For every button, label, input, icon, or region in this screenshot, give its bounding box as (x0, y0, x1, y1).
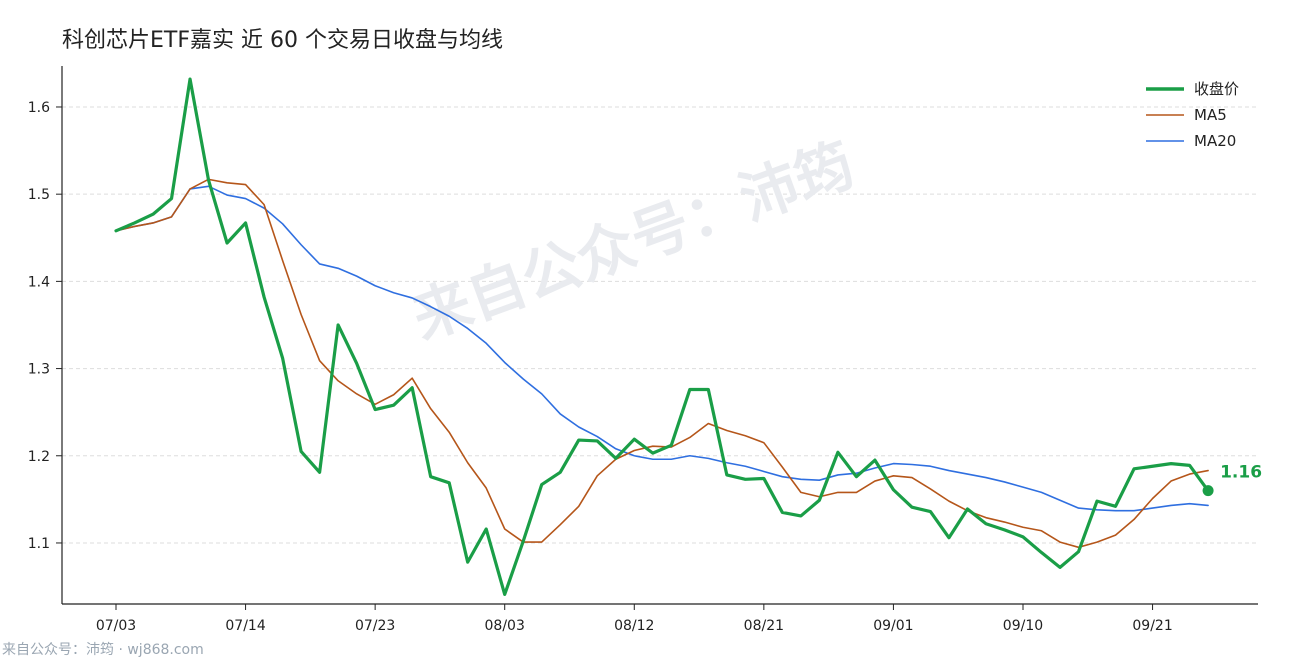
legend-label: MA20 (1194, 132, 1236, 150)
y-tick-label: 1.4 (28, 274, 50, 290)
x-tick-label: 09/01 (873, 618, 913, 634)
y-tick-label: 1.6 (28, 100, 50, 116)
series-lines (114, 77, 1210, 597)
x-tick-label: 09/21 (1132, 618, 1172, 634)
legend-label: MA5 (1194, 106, 1227, 124)
watermark-text: 来自公众号：沛筠 (404, 130, 863, 353)
legend-label: 收盘价 (1194, 80, 1239, 98)
last-value-label: 1.16 (1220, 463, 1262, 483)
legend: 收盘价 MA5 MA20 (1146, 80, 1239, 150)
grid-lines (62, 106, 1258, 544)
y-tick-label: 1.5 (28, 187, 50, 203)
y-tick-label: 1.2 (28, 449, 50, 465)
x-tick-label: 08/03 (485, 618, 525, 634)
series-line-ma5 (115, 178, 1209, 549)
chart-title: 科创芯片ETF嘉实 近 60 个交易日收盘与均线 (62, 28, 503, 53)
x-tick-label: 07/14 (225, 618, 265, 634)
series-line-close (114, 77, 1210, 597)
footer-source: 来自公众号：沛筠 · wj868.com (2, 642, 204, 658)
x-tick-label: 07/03 (96, 618, 136, 634)
x-tick-label: 09/10 (1003, 618, 1043, 634)
last-value-annotation: 1.16 (1202, 463, 1262, 497)
x-tick-label: 07/23 (355, 618, 395, 634)
x-tick-label: 08/12 (614, 618, 654, 634)
last-close-point (1202, 485, 1214, 497)
watermark: 来自公众号：沛筠 (404, 130, 863, 353)
y-tick-label: 1.3 (28, 362, 50, 378)
series-line-ma20 (115, 185, 1209, 512)
y-tick-label: 1.1 (28, 536, 50, 552)
axes: 1.1 1.2 1.3 1.4 1.5 1.6 07/03 07/14 07/23 08/03 08… (28, 66, 1258, 634)
x-tick-label: 08/21 (744, 618, 784, 634)
